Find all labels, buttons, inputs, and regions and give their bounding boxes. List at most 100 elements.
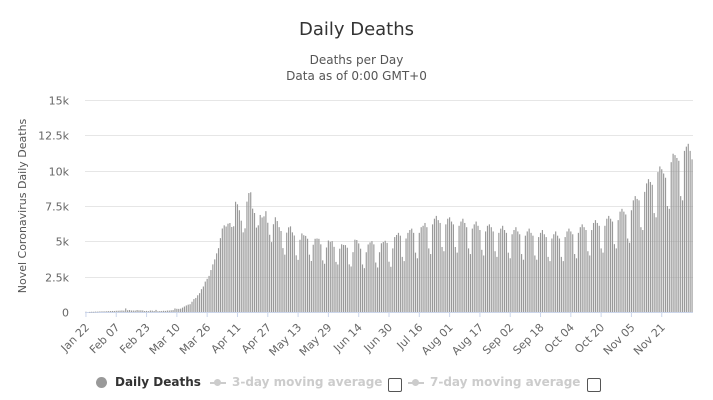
bar[interactable] — [558, 238, 561, 312]
bar[interactable] — [265, 211, 267, 312]
bar[interactable] — [270, 242, 273, 312]
bar[interactable] — [185, 305, 187, 312]
bar[interactable] — [628, 242, 631, 312]
bar[interactable] — [378, 252, 381, 312]
bar[interactable] — [113, 310, 115, 312]
bar[interactable] — [592, 222, 595, 312]
bar[interactable] — [333, 246, 335, 312]
bar[interactable] — [149, 310, 151, 312]
bar[interactable] — [657, 172, 659, 312]
bar[interactable] — [407, 232, 409, 312]
bar[interactable] — [399, 235, 401, 312]
bar[interactable] — [496, 256, 498, 312]
bar[interactable] — [327, 240, 329, 313]
bar[interactable] — [145, 310, 148, 312]
bar[interactable] — [640, 227, 642, 312]
bar[interactable] — [223, 225, 225, 312]
bar[interactable] — [486, 225, 489, 312]
bar[interactable] — [94, 311, 96, 313]
bar[interactable] — [674, 155, 676, 312]
bar[interactable] — [462, 218, 464, 312]
bar[interactable] — [316, 238, 318, 312]
bar[interactable] — [644, 191, 646, 312]
bar[interactable] — [511, 234, 513, 312]
bar[interactable] — [123, 310, 125, 312]
bar[interactable] — [596, 222, 598, 312]
bar[interactable] — [263, 216, 265, 312]
bar[interactable] — [443, 251, 445, 312]
bar[interactable] — [456, 252, 458, 312]
bar[interactable] — [670, 162, 672, 312]
bar[interactable] — [619, 211, 621, 312]
bar[interactable] — [587, 251, 589, 312]
bar[interactable] — [363, 268, 365, 312]
bar[interactable] — [426, 227, 428, 312]
bar[interactable] — [591, 230, 593, 312]
bar[interactable] — [134, 310, 136, 312]
bar[interactable] — [261, 217, 263, 312]
bar[interactable] — [142, 310, 144, 312]
bar[interactable] — [583, 227, 585, 312]
bar[interactable] — [286, 232, 288, 312]
bar[interactable] — [337, 264, 339, 313]
bar[interactable] — [485, 231, 487, 312]
bar[interactable] — [682, 200, 684, 312]
bar[interactable] — [341, 244, 343, 312]
bar[interactable] — [269, 234, 271, 312]
bar[interactable] — [666, 206, 669, 312]
bar[interactable] — [664, 177, 667, 312]
bar[interactable] — [428, 248, 430, 312]
bar[interactable] — [610, 218, 612, 312]
bar[interactable] — [132, 310, 134, 312]
bar[interactable] — [458, 225, 460, 312]
bar[interactable] — [651, 184, 653, 312]
bar[interactable] — [683, 150, 686, 312]
bar[interactable] — [488, 224, 490, 312]
bar[interactable] — [244, 228, 246, 312]
bar[interactable] — [125, 308, 127, 312]
bar[interactable] — [168, 310, 170, 312]
bar[interactable] — [420, 227, 422, 312]
bar[interactable] — [513, 230, 515, 312]
bar[interactable] — [655, 217, 657, 312]
bar[interactable] — [627, 238, 629, 312]
bar[interactable] — [519, 234, 521, 312]
bar[interactable] — [581, 224, 583, 312]
bar[interactable] — [225, 226, 227, 312]
bar[interactable] — [630, 210, 633, 312]
bar[interactable] — [153, 311, 155, 312]
bar[interactable] — [494, 251, 496, 312]
bar[interactable] — [115, 310, 117, 312]
bar[interactable] — [259, 214, 261, 312]
bar[interactable] — [354, 239, 356, 312]
bar[interactable] — [447, 218, 449, 312]
bar[interactable] — [297, 259, 299, 312]
bar[interactable] — [405, 238, 407, 312]
bar[interactable] — [280, 231, 282, 312]
bar[interactable] — [608, 215, 610, 312]
bar[interactable] — [272, 224, 275, 312]
bar[interactable] — [219, 238, 222, 312]
bar[interactable] — [356, 240, 358, 312]
bar[interactable] — [560, 256, 562, 312]
bar[interactable] — [157, 311, 159, 312]
bar[interactable] — [435, 215, 437, 312]
bar[interactable] — [503, 230, 506, 312]
bar[interactable] — [545, 237, 547, 312]
bar[interactable] — [212, 264, 214, 312]
bar[interactable] — [202, 286, 204, 312]
bar[interactable] — [367, 244, 369, 312]
bar[interactable] — [352, 252, 354, 312]
bar[interactable] — [170, 310, 172, 312]
bar[interactable] — [547, 256, 549, 312]
bar[interactable] — [221, 228, 223, 312]
bar[interactable] — [104, 311, 106, 312]
bar[interactable] — [498, 232, 500, 312]
bar[interactable] — [291, 232, 293, 312]
bar[interactable] — [647, 179, 650, 312]
bar[interactable] — [233, 226, 235, 312]
bar[interactable] — [505, 232, 508, 312]
bar[interactable] — [574, 254, 576, 312]
bar[interactable] — [248, 193, 250, 312]
legend-item-daily-deaths[interactable]: Daily Deaths — [96, 375, 201, 389]
